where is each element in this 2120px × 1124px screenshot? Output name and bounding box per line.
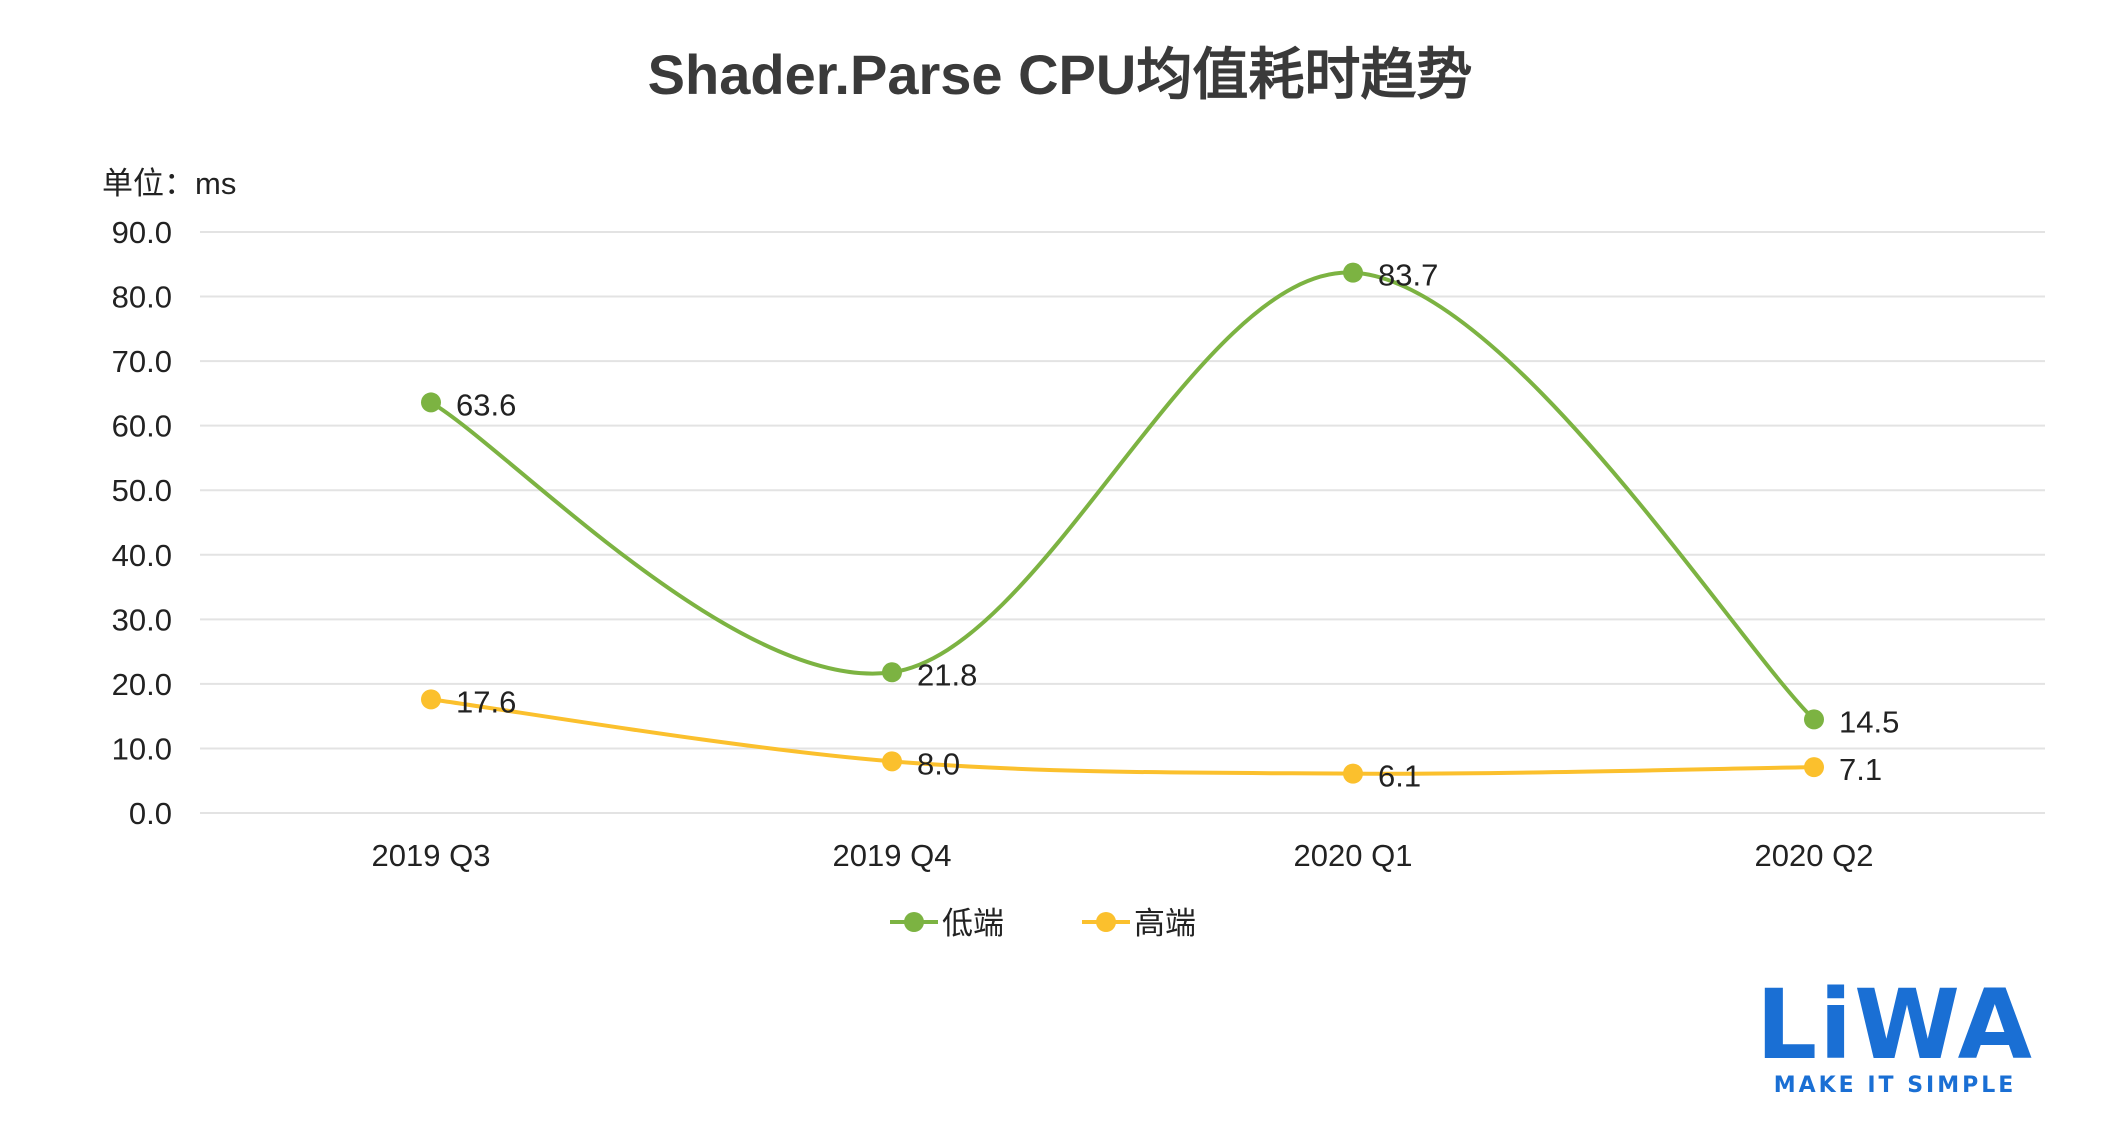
data-point — [1343, 763, 1363, 784]
legend-label: 高端 — [1134, 906, 1196, 942]
series-line-1 — [430, 697, 1815, 776]
grid-lines — [200, 231, 2045, 814]
series-lines — [429, 270, 1816, 776]
data-point — [1804, 709, 1824, 730]
unit-label: 单位：ms — [102, 166, 237, 201]
y-axis-ticks: 0.0 10.0 20.0 30.0 40.0 50.0 60.0 70.0 80.0 90.0 — [112, 215, 172, 831]
logo-tagline: MAKE IT SIMPLE — [1773, 1073, 2017, 1098]
series-points — [421, 262, 1824, 784]
data-label: 6.1 — [1378, 759, 1421, 794]
data-point — [882, 662, 902, 683]
data-point — [421, 689, 441, 710]
legend-item: 低端 — [890, 906, 1004, 942]
series-line-0 — [429, 270, 1816, 721]
y-tick-label: 0.0 — [129, 796, 172, 831]
y-tick-label: 80.0 — [112, 280, 172, 315]
data-point — [1804, 757, 1824, 778]
legend-swatch-dot — [1096, 912, 1116, 932]
y-tick-label: 70.0 — [112, 344, 172, 379]
legend: 低端 高端 — [890, 906, 1196, 942]
data-label: 21.8 — [917, 657, 977, 692]
data-point — [421, 392, 441, 413]
logo-wordmark: LiWA — [1756, 969, 2034, 1081]
y-tick-label: 90.0 — [112, 215, 172, 250]
x-tick-label: 2020 Q1 — [1294, 838, 1413, 873]
data-label: 7.1 — [1839, 752, 1882, 787]
liwa-logo: LiWA MAKE IT SIMPLE — [1740, 969, 2050, 1098]
x-tick-label: 2019 Q4 — [833, 838, 952, 873]
chart-title: Shader.Parse CPU均值耗时趋势 — [647, 43, 1473, 106]
x-tick-label: 2019 Q3 — [372, 838, 491, 873]
data-labels: 63.6 21.8 83.7 14.5 17.6 8.0 6.1 7.1 — [456, 258, 1899, 794]
y-tick-label: 60.0 — [112, 409, 172, 444]
data-point — [1343, 262, 1363, 283]
legend-label: 低端 — [942, 906, 1004, 942]
data-label: 63.6 — [456, 387, 516, 422]
x-axis-ticks: 2019 Q3 2019 Q4 2020 Q1 2020 Q2 — [372, 838, 1874, 873]
y-tick-label: 40.0 — [112, 538, 172, 573]
data-point — [882, 751, 902, 772]
data-label: 8.0 — [917, 746, 960, 781]
data-label: 83.7 — [1378, 258, 1438, 293]
y-tick-label: 20.0 — [112, 667, 172, 702]
y-tick-label: 30.0 — [112, 602, 172, 637]
y-tick-label: 10.0 — [112, 731, 172, 766]
y-tick-label: 50.0 — [112, 473, 172, 508]
data-label: 14.5 — [1839, 704, 1899, 739]
legend-item: 高端 — [1082, 906, 1196, 942]
x-tick-label: 2020 Q2 — [1755, 838, 1874, 873]
legend-swatch-dot — [904, 912, 924, 932]
data-label: 17.6 — [456, 684, 516, 719]
